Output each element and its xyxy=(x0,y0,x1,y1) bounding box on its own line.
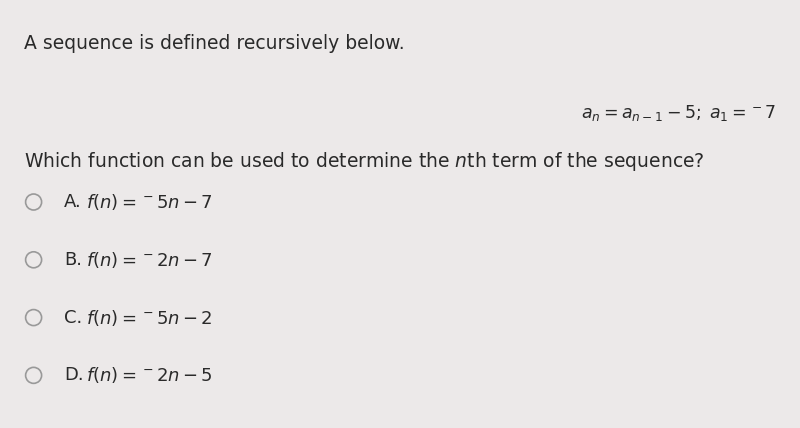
Text: $f(n) = {^-}2n - 7$: $f(n) = {^-}2n - 7$ xyxy=(86,250,213,270)
Text: C.: C. xyxy=(64,309,82,327)
Text: $f(n) = {^-}2n - 5$: $f(n) = {^-}2n - 5$ xyxy=(86,366,213,385)
Text: B.: B. xyxy=(64,251,82,269)
Text: D.: D. xyxy=(64,366,84,384)
Text: A.: A. xyxy=(64,193,82,211)
Text: A sequence is defined recursively below.: A sequence is defined recursively below. xyxy=(24,34,405,53)
Text: $f(n) = {^-}5n - 2$: $f(n) = {^-}5n - 2$ xyxy=(86,308,212,327)
Text: $f(n) = {^-}5n - 7$: $f(n) = {^-}5n - 7$ xyxy=(86,192,213,212)
Text: $a_n = a_{n-1} - 5;\; a_1 = {^-}7$: $a_n = a_{n-1} - 5;\; a_1 = {^-}7$ xyxy=(581,103,776,123)
Text: Which function can be used to determine the $n$th term of the sequence?: Which function can be used to determine … xyxy=(24,150,705,173)
